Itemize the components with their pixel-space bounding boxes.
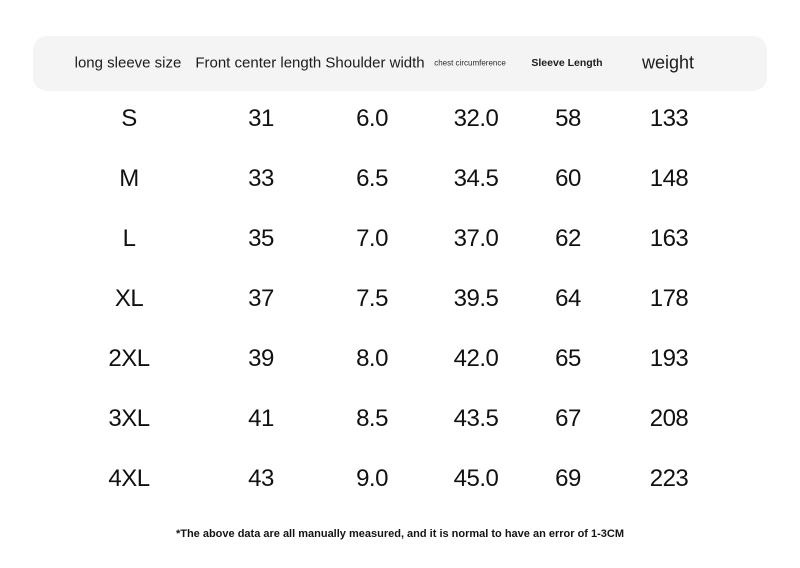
weight-cell: 223 — [649, 465, 689, 492]
front-center-length-cell: 37 — [248, 285, 274, 312]
column-header-weight: weight — [641, 52, 695, 73]
table-header-bar — [33, 36, 767, 91]
size-cell: 3XL — [108, 405, 150, 432]
column-header-front-center-length-shoulder-width: Front center length Shoulder width — [195, 54, 425, 72]
table-row: 2XL 39 8.0 42.0 65 193 — [0, 329, 800, 389]
sleeve-length-cell: 64 — [555, 285, 581, 312]
sleeve-length-cell: 58 — [555, 105, 581, 132]
measurement-disclaimer: *The above data are all manually measure… — [175, 528, 625, 540]
chest-circumference-cell: 32.0 — [453, 105, 499, 132]
front-center-length-cell: 39 — [248, 345, 274, 372]
size-cell: 4XL — [108, 465, 150, 492]
weight-cell: 133 — [649, 105, 689, 132]
sleeve-length-cell: 62 — [555, 225, 581, 252]
shoulder-width-cell: 7.5 — [356, 285, 388, 312]
weight-cell: 208 — [649, 405, 689, 432]
shoulder-width-cell: 9.0 — [356, 465, 388, 492]
table-row: S 31 6.0 32.0 58 133 — [0, 89, 800, 149]
shoulder-width-cell: 8.0 — [356, 345, 388, 372]
size-cell: 2XL — [108, 345, 150, 372]
sleeve-length-cell: 67 — [555, 405, 581, 432]
front-center-length-cell: 41 — [248, 405, 274, 432]
size-cell: XL — [114, 285, 144, 312]
size-cell: S — [121, 105, 137, 132]
column-header-chest-circumference: chest circumference — [434, 58, 506, 68]
size-cell: M — [119, 165, 139, 192]
table-row: 4XL 43 9.0 45.0 69 223 — [0, 449, 800, 509]
front-center-length-cell: 33 — [248, 165, 274, 192]
chest-circumference-cell: 37.0 — [453, 225, 499, 252]
weight-cell: 193 — [649, 345, 689, 372]
chest-circumference-cell: 43.5 — [453, 405, 499, 432]
chest-circumference-cell: 42.0 — [453, 345, 499, 372]
sleeve-length-cell: 65 — [555, 345, 581, 372]
shoulder-width-cell: 7.0 — [356, 225, 388, 252]
shoulder-width-cell: 6.5 — [356, 165, 388, 192]
table-row: 3XL 41 8.5 43.5 67 208 — [0, 389, 800, 449]
shoulder-width-cell: 6.0 — [356, 105, 388, 132]
chest-circumference-cell: 34.5 — [453, 165, 499, 192]
table-row: L 35 7.0 37.0 62 163 — [0, 209, 800, 269]
front-center-length-cell: 31 — [248, 105, 274, 132]
column-header-sleeve-length: Sleeve Length — [531, 57, 603, 69]
table-row: M 33 6.5 34.5 60 148 — [0, 149, 800, 209]
size-cell: L — [122, 225, 136, 252]
chest-circumference-cell: 39.5 — [453, 285, 499, 312]
weight-cell: 178 — [649, 285, 689, 312]
chest-circumference-cell: 45.0 — [453, 465, 499, 492]
front-center-length-cell: 35 — [248, 225, 274, 252]
table-row: XL 37 7.5 39.5 64 178 — [0, 269, 800, 329]
table-body: S 31 6.0 32.0 58 133 M 33 6.5 34.5 60 14… — [0, 89, 800, 509]
weight-cell: 148 — [649, 165, 689, 192]
weight-cell: 163 — [649, 225, 689, 252]
sleeve-length-cell: 69 — [555, 465, 581, 492]
column-header-size: long sleeve size — [74, 54, 182, 72]
sleeve-length-cell: 60 — [555, 165, 581, 192]
shoulder-width-cell: 8.5 — [356, 405, 388, 432]
front-center-length-cell: 43 — [248, 465, 274, 492]
